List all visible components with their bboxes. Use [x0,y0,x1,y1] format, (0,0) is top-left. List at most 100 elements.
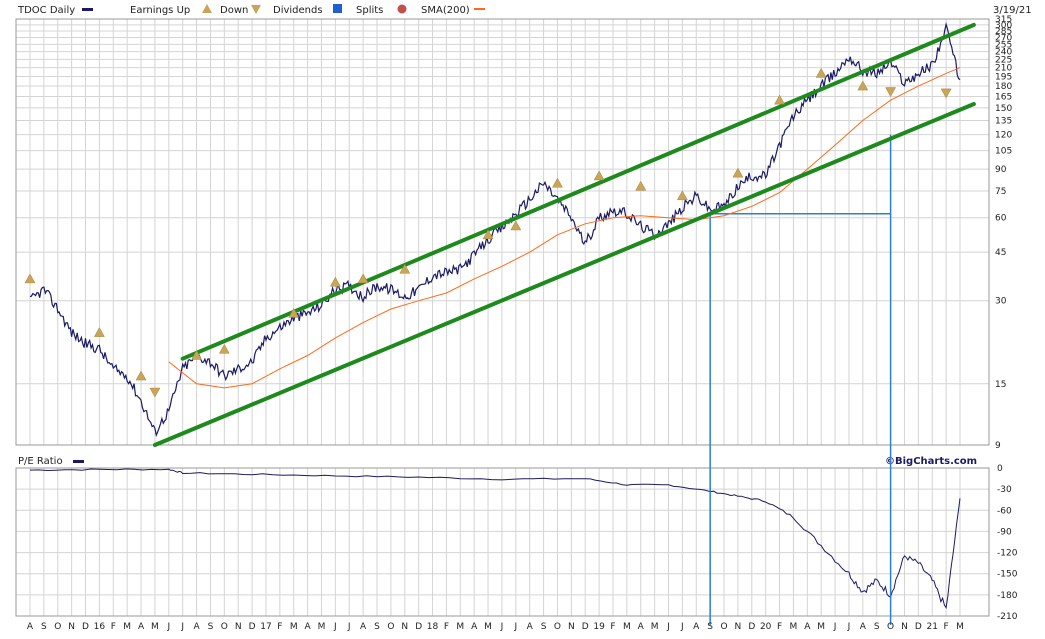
x-tick-label: J [680,622,684,632]
x-tick-label: J [833,622,837,632]
pe-y-tick-label: -120 [997,549,1018,559]
earnings-up-marker [635,180,647,191]
y-tick-label: 90 [995,165,1007,175]
x-axis: A S O N D 16 F M A M J J A S O N D 17 F M A M J J A S O N D 18 F M A M J J A… [27,622,964,632]
x-tick-label: M [790,622,798,632]
x-tick-label: A [193,622,200,632]
x-tick-label: D [415,622,422,632]
pe-title: P/E Ratio [18,456,63,467]
x-tick-label: 21 [927,622,938,632]
x-tick-label: M [456,622,464,632]
x-tick-label: J [333,622,337,632]
earnings-up-marker [482,229,494,240]
x-tick-label: J [666,622,670,632]
earnings-up-marker [857,80,869,91]
x-tick-label: 17 [260,622,271,632]
x-tick-label: A [527,622,534,632]
x-tick-label: F [111,622,116,632]
x-tick-label: A [693,622,700,632]
earnings-up-marker [399,263,411,274]
x-tick-label: J [347,622,351,632]
pe-series [29,468,961,610]
chart-date: 3/19/21 [993,5,1032,16]
x-tick-label: A [471,622,478,632]
earnings-up-marker [329,276,341,287]
earnings-up-marker [552,177,563,188]
x-tick-label: M [623,622,631,632]
x-tick-label: A [860,622,867,632]
x-tick-label: M [651,622,659,632]
pe-y-tick-label: -90 [997,527,1012,537]
earnings-down-icon [251,5,261,14]
x-tick-label: D [915,622,922,632]
pe-swatch-icon [73,460,84,463]
y-tick-label: 9 [995,441,1001,451]
x-tick-label: N [901,622,908,632]
y-tick-label: 30 [995,297,1007,307]
x-tick-label: O [221,622,228,632]
earnings-down-marker [149,387,161,398]
x-tick-label: 18 [427,622,439,632]
y-tick-label: 45 [995,248,1006,258]
x-tick-label: O [387,622,394,632]
x-tick-label: O [54,622,61,632]
y-tick-label: 180 [995,82,1012,92]
x-tick-label: F [444,622,449,632]
x-tick-label: A [305,622,312,632]
y-tick-label: 135 [995,117,1012,127]
x-tick-label: F [610,622,615,632]
source-credit: ©BigCharts.com [885,456,977,467]
x-tick-label: A [27,622,34,632]
price-y-axis: 9 15 30 45 60 75 90 105 120 135 150 165180195210225… [995,15,1012,451]
x-tick-label: A [360,622,367,632]
x-tick-label: M [484,622,492,632]
legend-tdoc-label: TDOC Daily [17,5,75,16]
x-tick-label: M [151,622,159,632]
earnings-up-marker [774,94,785,105]
x-tick-label: N [401,622,408,632]
earnings-up-marker [510,220,522,231]
earnings-up-marker [815,67,827,78]
y-tick-label: 285 [995,27,1012,37]
x-tick-label: N [735,622,742,632]
y-tick-label: 75 [995,187,1006,197]
x-tick-label: O [887,622,894,632]
x-tick-label: F [777,622,782,632]
dividend-icon [333,4,342,13]
earnings-up-marker [24,273,36,284]
x-tick-label: O [720,622,727,632]
x-tick-label: D [82,622,89,632]
y-tick-label: 300 [995,21,1012,31]
x-tick-label: J [847,622,851,632]
pe-y-tick-label: -60 [997,506,1012,516]
x-tick-label: S [707,622,713,632]
earnings-up-marker [288,307,300,318]
x-tick-label: 19 [593,622,605,632]
x-tick-label: M [123,622,131,632]
x-tick-label: S [208,622,214,632]
x-tick-label: N [68,622,75,632]
x-tick-label: S [874,622,880,632]
earnings-up-marker [593,170,605,181]
earnings-up-marker [218,343,230,354]
x-tick-label: J [180,622,184,632]
earnings-up-marker [135,370,147,381]
y-tick-label: 210 [995,64,1012,74]
x-tick-label: N [568,622,575,632]
pe-y-tick-label: -180 [997,591,1018,601]
split-icon [397,4,407,14]
x-tick-label: F [277,622,282,632]
x-tick-label: N [235,622,242,632]
pe-line [29,468,961,610]
x-tick-label: F [944,622,949,632]
legend-dividends-label: Dividends [273,5,323,16]
y-tick-label: 255 [995,40,1012,50]
pe-y-tick-label: -210 [997,612,1018,622]
upper-channel-line [180,22,976,361]
trend-channel [152,22,976,447]
x-tick-label: M [318,622,326,632]
earnings-down-marker [940,88,952,99]
y-tick-label: 120 [995,131,1012,141]
sma-line [168,67,961,389]
x-tick-label: S [541,622,547,632]
